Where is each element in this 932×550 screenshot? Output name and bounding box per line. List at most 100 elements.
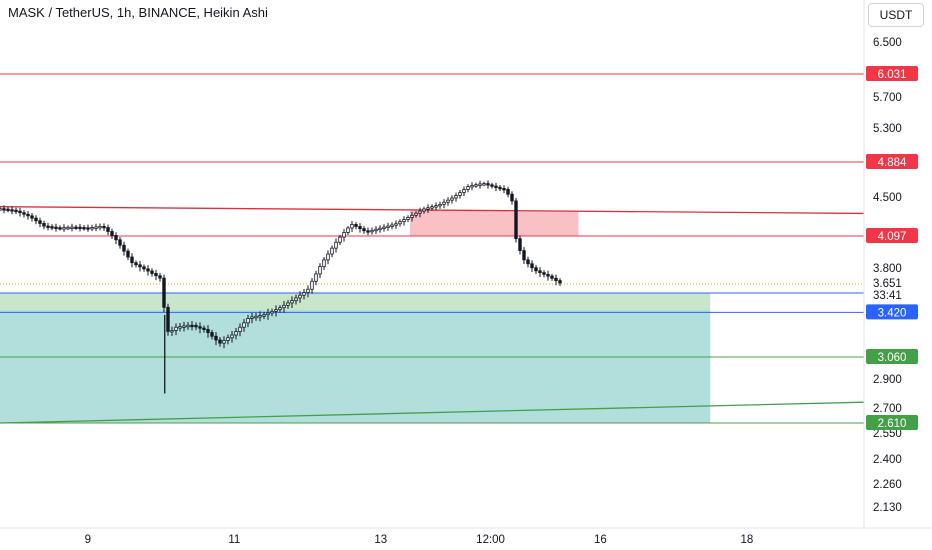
candle-body: [370, 229, 374, 233]
y-tick-label: 3.800: [873, 263, 902, 275]
candle-body: [82, 227, 86, 230]
candle-body: [338, 236, 342, 243]
candle-body: [354, 223, 358, 227]
candle-body: [414, 212, 418, 216]
candle-body: [70, 226, 74, 229]
candle-body: [18, 210, 22, 214]
candle-body: [170, 330, 174, 333]
candle-body: [502, 188, 506, 191]
candle-body: [230, 334, 234, 339]
candle-body: [174, 326, 178, 331]
candle-body: [42, 223, 46, 227]
zone-short: [410, 210, 579, 236]
candle-body: [554, 277, 558, 282]
current-price-countdown: 33:41: [873, 290, 902, 302]
candle-body: [254, 315, 258, 319]
candle-body: [266, 312, 270, 316]
x-tick-label: 16: [594, 534, 607, 546]
candle-body: [118, 239, 122, 246]
zone-long-stop: [0, 309, 711, 423]
current-price-label: [866, 276, 918, 302]
candle-body: [214, 335, 218, 341]
candle-body: [538, 270, 542, 273]
candle-body: [350, 223, 354, 229]
x-tick-label: 11: [228, 534, 240, 546]
trend-line-support: [0, 401, 865, 424]
candle-body: [26, 213, 30, 217]
candle-body: [378, 227, 382, 231]
candle-body: [190, 324, 194, 328]
candle-body: [458, 192, 462, 196]
candle-body: [0, 208, 2, 211]
candle-body: [138, 264, 142, 268]
candle-body: [514, 200, 518, 240]
y-tick-label: 2.260: [873, 479, 902, 491]
candle-body: [358, 226, 362, 230]
candle-body: [494, 185, 498, 188]
candle-body: [546, 273, 550, 277]
x-tick-label: 12:00: [476, 534, 505, 546]
candle-body: [382, 226, 386, 230]
candle-body: [122, 244, 126, 252]
candle-body: [542, 272, 546, 275]
candle-body: [422, 208, 426, 212]
candle-body: [130, 256, 134, 264]
candle-body: [450, 197, 454, 201]
candle-body: [194, 324, 198, 328]
price-label-support-text: 2.610: [878, 418, 907, 430]
x-tick-label: 13: [374, 534, 387, 546]
candle-body: [34, 217, 38, 222]
price-label-3420: [866, 304, 918, 320]
candle-body: [486, 183, 490, 186]
candle-body: [74, 226, 78, 229]
candle-body: [534, 267, 538, 272]
candle-body: [318, 266, 322, 275]
y-tick-label: 2.550: [873, 428, 902, 440]
candle-body: [58, 227, 62, 230]
candle-body: [54, 226, 58, 229]
candle-body: [510, 193, 514, 202]
candle-body: [66, 226, 70, 230]
y-tick-label: 5.700: [873, 92, 902, 104]
candle-body: [402, 219, 406, 223]
candle-body: [142, 266, 146, 270]
candle-body: [410, 214, 414, 218]
candle-body: [290, 300, 294, 304]
y-tick-label: 4.500: [873, 192, 902, 204]
candle-body: [298, 294, 302, 299]
currency-button[interactable]: USDT: [868, 3, 924, 27]
candle-body: [406, 217, 410, 220]
candle-body: [330, 247, 334, 255]
candle-body: [482, 183, 486, 186]
candle-body: [314, 273, 318, 282]
candle-body: [50, 226, 54, 229]
candle-body: [78, 226, 82, 230]
candle-body: [470, 185, 474, 188]
chart-title: MASK / TetherUS, 1h, BINANCE, Heikin Ash…: [8, 5, 268, 20]
candle-body: [154, 273, 158, 277]
price-label-resistance-text: 4.884: [878, 157, 907, 169]
current-price-value: 3.651: [873, 278, 902, 290]
candle-body: [498, 186, 502, 190]
candle-body: [326, 253, 330, 261]
price-label-support: [866, 415, 918, 430]
candle-body: [526, 259, 530, 265]
candle-body: [86, 227, 90, 230]
candle-body: [442, 201, 446, 205]
candle-body: [286, 302, 290, 306]
candle-body: [98, 225, 102, 229]
candle-body: [106, 227, 110, 232]
y-tick-label: 6.500: [873, 37, 902, 49]
candle-body: [6, 208, 10, 212]
candle-body: [222, 340, 226, 344]
candle-body: [162, 277, 166, 308]
candle-body: [398, 221, 402, 225]
zone-long-target: [0, 293, 711, 310]
candle-body: [366, 230, 370, 233]
candles: [0, 180, 562, 394]
candle-body: [334, 241, 338, 249]
candle-body: [322, 259, 326, 268]
candle-body: [558, 280, 562, 284]
